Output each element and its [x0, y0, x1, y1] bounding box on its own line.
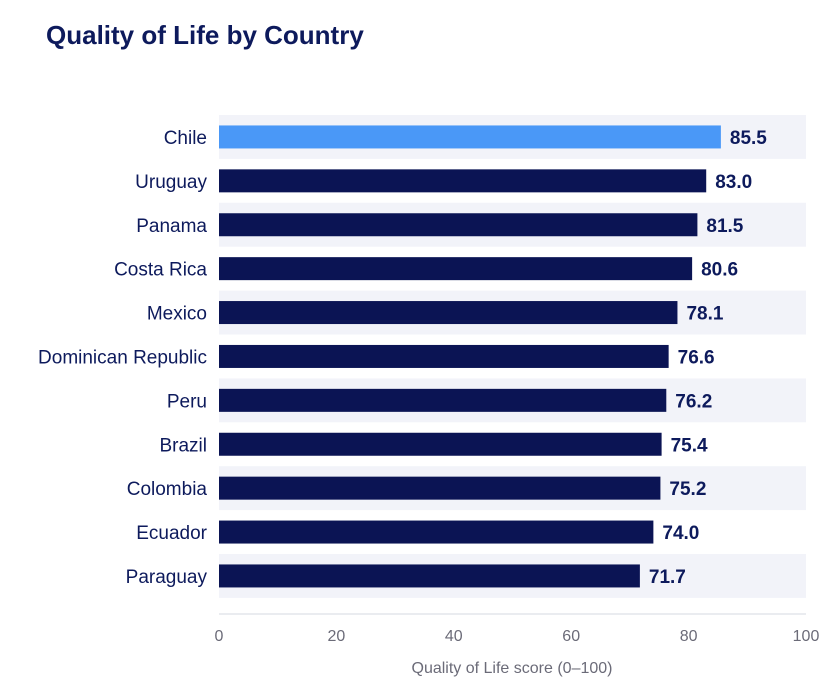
bar-colombia — [219, 476, 661, 500]
category-label: Ecuador — [136, 523, 207, 544]
x-tick-label: 40 — [445, 628, 463, 645]
x-axis-ticks: 0 20 40 60 80 100 — [215, 628, 820, 645]
category-label: Panama — [136, 216, 207, 237]
bar-paraguay — [219, 564, 640, 588]
bar-dominican-republic — [219, 344, 669, 368]
category-label: Uruguay — [135, 172, 207, 193]
value-label: 74.0 — [662, 523, 699, 544]
category-label: Chile — [164, 128, 207, 149]
x-tick-label: 0 — [215, 628, 224, 645]
value-label: 76.2 — [675, 391, 712, 412]
value-labels: 85.5 83.0 81.5 80.6 78.1 76.6 76.2 75.4 75.2 74.0… — [649, 128, 767, 588]
bar-uruguay — [219, 169, 707, 193]
value-label: 80.6 — [701, 260, 738, 281]
category-label: Paraguay — [126, 567, 208, 588]
x-tick-label: 60 — [562, 628, 580, 645]
x-tick-label: 20 — [328, 628, 346, 645]
bar-mexico — [219, 301, 678, 325]
category-labels: Chile Uruguay Panama Costa Rica Mexico Domini… — [38, 128, 208, 588]
value-label: 81.5 — [706, 216, 743, 237]
value-label: 75.4 — [671, 435, 708, 456]
x-axis-label: Quality of Life score (0–100) — [412, 660, 613, 677]
bar-chile — [219, 125, 721, 149]
category-label: Dominican Republic — [38, 347, 207, 368]
category-label: Colombia — [127, 479, 208, 500]
x-tick-label: 80 — [680, 628, 698, 645]
category-label: Peru — [167, 391, 207, 412]
value-label: 83.0 — [715, 172, 752, 193]
bar-brazil — [219, 432, 662, 456]
bar-peru — [219, 388, 667, 412]
value-label: 78.1 — [686, 304, 723, 325]
bar-costa-rica — [219, 257, 693, 281]
category-label: Mexico — [147, 304, 207, 325]
bar-ecuador — [219, 520, 654, 544]
value-label: 75.2 — [669, 479, 706, 500]
value-label: 76.6 — [678, 347, 715, 368]
category-label: Costa Rica — [114, 260, 207, 281]
x-tick-label: 100 — [793, 628, 820, 645]
bars — [219, 125, 721, 588]
chart-title: Quality of Life by Country — [46, 20, 364, 50]
value-label: 71.7 — [649, 567, 686, 588]
category-label: Brazil — [159, 435, 207, 456]
value-label: 85.5 — [730, 128, 767, 149]
bar-panama — [219, 213, 698, 237]
